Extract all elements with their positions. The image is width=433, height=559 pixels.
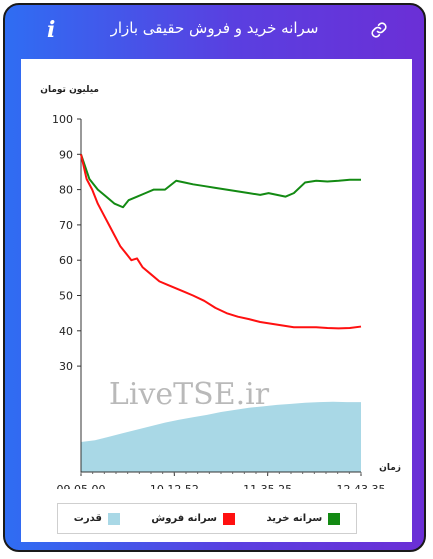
y-tick-label: 100: [52, 113, 73, 126]
x-tick-label: 10.12.52: [150, 483, 199, 489]
widget-frame: i سرانه خرید و فروش حقیقی بازار میلیون ت…: [3, 3, 426, 552]
y-tick-label: 30: [59, 360, 73, 373]
widget-title: سرانه خرید و فروش حقیقی بازار: [110, 19, 319, 37]
y-tick-label: 50: [59, 290, 73, 303]
chart-legend: سرانه خرید سرانه فروش قدرت: [57, 503, 357, 534]
legend-swatch-power: [107, 512, 120, 525]
legend-label-sell: سرانه فروش: [151, 513, 217, 524]
y-tick-label: 90: [59, 148, 73, 161]
legend-label-buy: سرانه خرید: [266, 513, 323, 524]
chart-svg: میلیون تومان زمان LiveTSE.ir 30 40 50 60 70 8…: [40, 85, 401, 496]
chart-panel: میلیون تومان زمان LiveTSE.ir 30 40 50 60 70 8…: [21, 59, 412, 542]
watermark: LiveTSE.ir: [109, 377, 270, 412]
series-line-buy: [80, 153, 361, 209]
x-tick-label: 09.05.00: [57, 483, 106, 489]
legend-item-sell[interactable]: سرانه فروش: [151, 512, 235, 525]
y-tick-label: 70: [59, 219, 73, 232]
y-tick-label: 80: [59, 184, 73, 197]
y-tick-label: 60: [59, 254, 73, 267]
widget-header: i سرانه خرید و فروش حقیقی بازار: [5, 5, 424, 55]
info-icon[interactable]: i: [47, 17, 56, 43]
series-line-sell: [80, 154, 362, 330]
y-tick-label: 40: [59, 325, 73, 338]
y-axis-label: میلیون تومان: [40, 85, 99, 95]
x-tick-label: 12.43.35: [337, 483, 386, 489]
legend-item-buy[interactable]: سرانه خرید: [266, 512, 341, 525]
legend-swatch-buy: [328, 512, 341, 525]
legend-label-power: قدرت: [73, 513, 102, 524]
legend-swatch-sell: [223, 512, 235, 525]
link-icon[interactable]: [370, 21, 388, 39]
x-axis-label: زمان: [379, 463, 401, 473]
series-area-power: [81, 401, 361, 472]
legend-item-power[interactable]: قدرت: [73, 512, 120, 525]
x-tick-label: 11.35.25: [243, 483, 292, 489]
